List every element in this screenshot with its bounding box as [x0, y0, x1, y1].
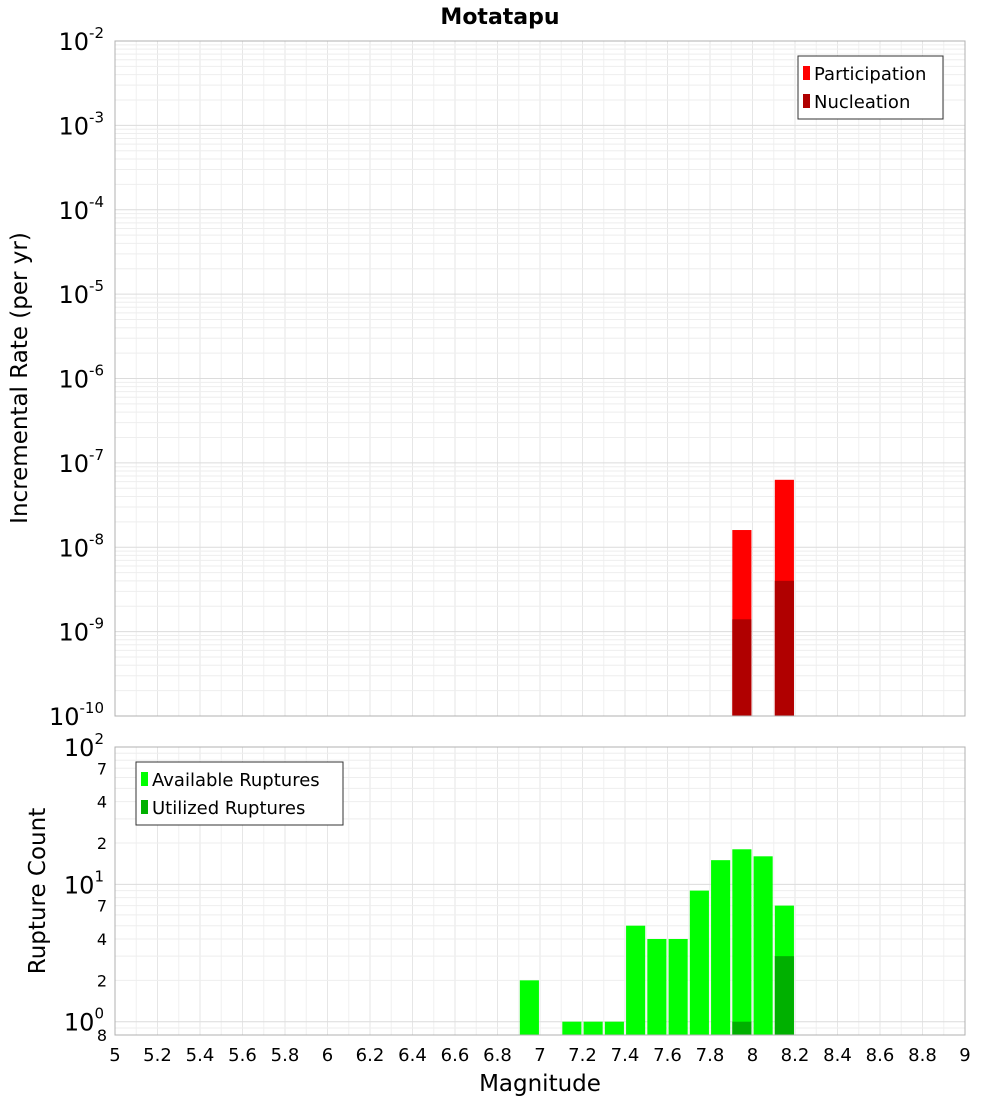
top-y-tick-label: 10-8	[58, 530, 104, 562]
bottom-plot-border	[114, 746, 966, 1036]
top-legend-swatch	[803, 66, 810, 80]
x-tick-label: 7	[534, 1045, 545, 1066]
top-legend-label: Nucleation	[814, 92, 910, 113]
x-tick-label: 7.2	[568, 1045, 597, 1066]
bottom-legend-swatch	[141, 800, 148, 814]
x-tick-label: 8.8	[908, 1045, 937, 1066]
x-tick-label: 5.8	[271, 1045, 300, 1066]
bottom-bar-secondary	[732, 1021, 752, 1035]
top-y-tick-label: 10-6	[58, 362, 104, 394]
top-legend-label: Participation	[814, 64, 926, 85]
x-tick-label: 8.2	[781, 1045, 810, 1066]
top-y-tick-label: 10-2	[58, 24, 104, 56]
top-bar-secondary	[774, 580, 794, 716]
x-tick-label: 5.6	[228, 1045, 257, 1066]
x-tick-label: 8	[747, 1045, 758, 1066]
bottom-y-tick-label: 101	[64, 867, 104, 899]
top-y-tick-label: 10-5	[58, 277, 104, 309]
x-tick-label: 6.8	[483, 1045, 512, 1066]
bottom-y-minor-label: 7	[97, 897, 107, 916]
bottom-y-minor-label: 8	[97, 1026, 107, 1045]
x-tick-label: 6.2	[356, 1045, 385, 1066]
bottom-y-minor-label: 7	[97, 759, 107, 778]
top-y-tick-label: 10-10	[49, 699, 104, 731]
x-tick-label: 6.4	[398, 1045, 427, 1066]
bottom-bar-primary	[668, 939, 688, 1035]
x-tick-label: 7.6	[653, 1045, 682, 1066]
bottom-y-minor-label: 2	[97, 971, 107, 990]
x-tick-label: 8.6	[866, 1045, 895, 1066]
top-y-tick-label: 10-3	[58, 108, 104, 140]
bottom-bar-primary	[519, 980, 539, 1035]
top-legend-swatch	[803, 94, 810, 108]
x-tick-label: 5	[109, 1045, 120, 1066]
x-tick-label: 5.2	[143, 1045, 172, 1066]
bottom-bar-primary	[732, 849, 752, 1035]
x-tick-label: 6.6	[441, 1045, 470, 1066]
bottom-y-minor-label: 4	[97, 793, 107, 812]
bottom-bar-primary	[689, 890, 709, 1035]
x-tick-label: 7.4	[611, 1045, 640, 1066]
bottom-bar-primary	[753, 856, 773, 1035]
bottom-legend-label: Utilized Ruptures	[152, 798, 305, 819]
bottom-bar-primary	[711, 860, 731, 1035]
top-y-axis-label: Incremental Rate (per yr)	[7, 232, 33, 524]
bottom-bar-primary	[626, 925, 646, 1035]
x-tick-label: 9	[959, 1045, 970, 1066]
bottom-y-tick-label: 102	[64, 730, 104, 762]
bottom-legend-swatch	[141, 772, 148, 786]
bottom-legend-label: Available Ruptures	[152, 770, 320, 791]
chart-marks-layer: 10-10 10-9 10-8 10-7 10-6 10-5 10-4 10-3 10-2 Par…	[49, 24, 971, 1066]
x-tick-label: 7.8	[696, 1045, 725, 1066]
x-tick-label: 5.4	[186, 1045, 215, 1066]
bottom-bar-primary	[562, 1021, 582, 1035]
x-axis-label: Magnitude	[479, 1071, 601, 1097]
chart-title: Motatapu	[440, 5, 559, 30]
x-tick-label: 8.4	[823, 1045, 852, 1066]
bottom-bar-primary	[604, 1021, 624, 1035]
bottom-bar-primary	[647, 939, 667, 1035]
bottom-legend-box	[135, 761, 344, 826]
bottom-bar-primary	[583, 1021, 603, 1035]
top-bar-secondary	[732, 619, 752, 716]
top-legend-box	[797, 55, 944, 120]
top-y-tick-label: 10-7	[58, 446, 104, 478]
x-tick-label: 6	[322, 1045, 333, 1066]
bottom-bar-secondary	[774, 956, 794, 1035]
bottom-y-axis-label: Rupture Count	[25, 808, 51, 974]
top-plot-border	[114, 40, 966, 717]
bottom-y-minor-label: 2	[97, 834, 107, 853]
bottom-y-tick-label: 100	[64, 1005, 104, 1037]
top-y-tick-label: 10-9	[58, 615, 104, 647]
top-y-tick-label: 10-4	[58, 193, 104, 225]
bottom-y-minor-label: 4	[97, 930, 107, 949]
